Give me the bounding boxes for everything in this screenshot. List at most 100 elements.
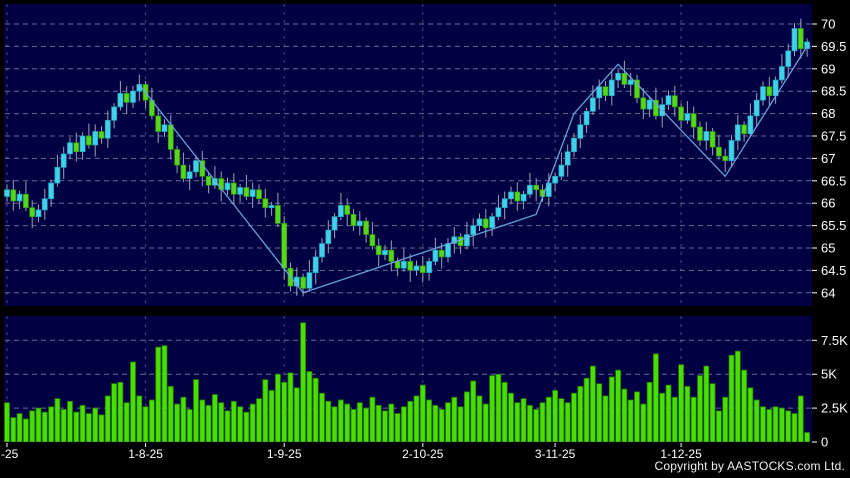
volume-bar xyxy=(306,371,313,442)
candle-up xyxy=(111,106,117,121)
right-axis-layer: 70 69.5 69 68.5 68 67.5 67 66.5 66 65.5 65 64.5 64 7.… xyxy=(812,17,848,450)
price-axis-label: 65.5 xyxy=(821,218,846,233)
volume-bar xyxy=(640,403,647,442)
candle-up xyxy=(760,86,766,101)
volume-bar xyxy=(4,402,10,442)
volume-bar xyxy=(722,396,729,442)
candle-down xyxy=(218,178,225,191)
volume-bar xyxy=(193,379,199,442)
volume-bar xyxy=(400,406,407,442)
volume-bar xyxy=(621,388,628,442)
candle-up xyxy=(684,113,691,121)
x-axis-label: 1-9-25 xyxy=(267,447,302,461)
candle-up xyxy=(520,193,527,202)
candle-up xyxy=(67,142,73,155)
candle-up xyxy=(382,249,388,256)
volume-bar xyxy=(356,402,363,442)
volume-bar xyxy=(634,391,640,442)
candle-up xyxy=(791,28,798,52)
candle-up xyxy=(104,119,111,139)
volume-bar xyxy=(734,350,741,442)
volume-bar xyxy=(337,399,344,442)
volume-bar xyxy=(60,409,67,442)
x-axis-label: 3-11-25 xyxy=(535,447,576,461)
candle-up xyxy=(703,131,710,141)
volume-bar xyxy=(312,377,319,442)
volume-bar xyxy=(804,432,810,442)
volume-bar xyxy=(174,403,181,442)
volume-bar xyxy=(161,345,168,442)
volume-bar xyxy=(325,400,332,442)
price-axis-label: 64 xyxy=(821,285,835,300)
volume-bar xyxy=(766,409,773,442)
volume-bar xyxy=(243,411,250,442)
volume-bar xyxy=(35,407,42,442)
candle-down xyxy=(10,189,17,202)
volume-bar xyxy=(457,406,464,442)
price-axis-label: 69 xyxy=(821,61,835,76)
volume-bars-layer xyxy=(4,322,810,442)
candle-up xyxy=(60,153,67,168)
candle-up xyxy=(476,218,483,226)
candle-up xyxy=(495,207,502,217)
candle-down xyxy=(86,135,92,146)
candle-up xyxy=(4,189,10,197)
candle-down xyxy=(722,155,729,161)
volume-bar xyxy=(716,410,722,442)
candle-down xyxy=(671,95,678,108)
candle-up xyxy=(48,182,54,200)
volume-bar xyxy=(432,404,439,442)
volume-bar xyxy=(608,376,615,442)
volume-bar xyxy=(130,361,136,442)
volume-bar xyxy=(205,404,212,442)
volume-bar xyxy=(344,403,351,442)
volume-bar xyxy=(186,409,193,442)
candle-down xyxy=(29,207,36,217)
candle-down xyxy=(678,106,684,121)
volume-bar xyxy=(249,403,256,442)
price-axis-label: 68.5 xyxy=(821,84,846,99)
candle-up xyxy=(646,99,653,110)
volume-bar xyxy=(419,384,426,442)
candle-down xyxy=(350,214,357,226)
x-axis-label: 2-10-25 xyxy=(402,447,444,461)
volume-bar xyxy=(287,372,294,442)
volume-bar xyxy=(527,404,533,442)
candle-down xyxy=(419,265,426,273)
candle-down xyxy=(716,146,722,157)
candle-down xyxy=(375,245,382,256)
candle-down xyxy=(709,131,716,148)
volume-bar xyxy=(230,400,237,442)
candle-up xyxy=(92,131,99,146)
volume-bar xyxy=(646,381,653,442)
volume-bar xyxy=(73,411,80,442)
volume-bar xyxy=(545,396,552,442)
volume-bar xyxy=(262,379,269,442)
volume-bar xyxy=(797,395,804,442)
candle-up xyxy=(785,50,792,67)
candle-up xyxy=(432,249,439,262)
x-axis-layer: -25 1-8-25 1-9-25 2-10-25 3-11-25 1-12-25 xyxy=(1,443,702,461)
candle-up xyxy=(79,135,86,153)
volume-bar xyxy=(508,392,514,442)
candle-down xyxy=(167,124,174,150)
volume-bar xyxy=(300,322,307,442)
candle-down xyxy=(155,115,162,132)
volume-bar xyxy=(438,409,445,442)
price-panel-background[interactable] xyxy=(4,4,812,306)
x-axis-label: 1-8-25 xyxy=(128,447,163,461)
candle-down xyxy=(533,184,540,191)
volume-bar xyxy=(602,395,609,442)
candle-up xyxy=(186,171,193,179)
candle-down xyxy=(243,187,250,197)
volume-bar xyxy=(678,364,684,442)
volume-bar xyxy=(653,353,659,442)
volume-bar xyxy=(41,411,48,442)
candle-down xyxy=(697,126,703,141)
volume-bar xyxy=(54,398,61,442)
candle-down xyxy=(388,249,395,262)
candle-down xyxy=(205,175,212,186)
candle-up xyxy=(583,111,590,126)
